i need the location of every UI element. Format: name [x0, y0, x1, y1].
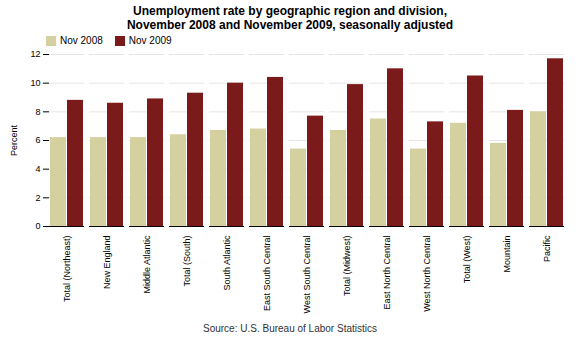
svg-text:8: 8: [35, 107, 40, 117]
svg-text:West South Central: West South Central: [302, 236, 312, 314]
html-text:Unemployment rate by geographi: Unemployment rate by geographic region a…: [133, 4, 447, 18]
svg-text:Total (Northeast): Total (Northeast): [62, 236, 72, 303]
svg-text:Total (West): Total (West): [462, 235, 472, 283]
svg-text:East South Central: East South Central: [262, 236, 272, 312]
svg-text:Total (Midwest): Total (Midwest): [342, 236, 352, 297]
html-text:Nov 2008: Nov 2008: [60, 35, 103, 46]
svg-text:Pacific: Pacific: [542, 235, 552, 262]
svg-text:Percent: Percent: [9, 124, 19, 156]
svg-text:4: 4: [35, 164, 40, 174]
svg-text:10: 10: [30, 78, 40, 88]
svg-text:South Atlantic: South Atlantic: [222, 235, 232, 291]
svg-text:Total (South): Total (South): [182, 236, 192, 287]
svg-text:Mountain: Mountain: [502, 236, 512, 273]
svg-text:New England: New England: [102, 236, 112, 290]
svg-text:12: 12: [30, 49, 40, 59]
svg-text:0: 0: [35, 221, 40, 231]
svg-text:West North Central: West North Central: [422, 235, 432, 311]
svg-text:Middle Atlantic: Middle Atlantic: [142, 235, 152, 294]
svg-text:East North Central: East North Central: [382, 236, 392, 310]
svg-text:6: 6: [35, 135, 40, 145]
html-text:November 2008 and November 200: November 2008 and November 2009, seasona…: [126, 18, 454, 32]
svg-text:2: 2: [35, 193, 40, 203]
html-text:Source: U.S. Bureau of Labor S: Source: U.S. Bureau of Labor Statistics: [203, 323, 377, 334]
html-text:Nov 2009: Nov 2009: [128, 35, 172, 46]
